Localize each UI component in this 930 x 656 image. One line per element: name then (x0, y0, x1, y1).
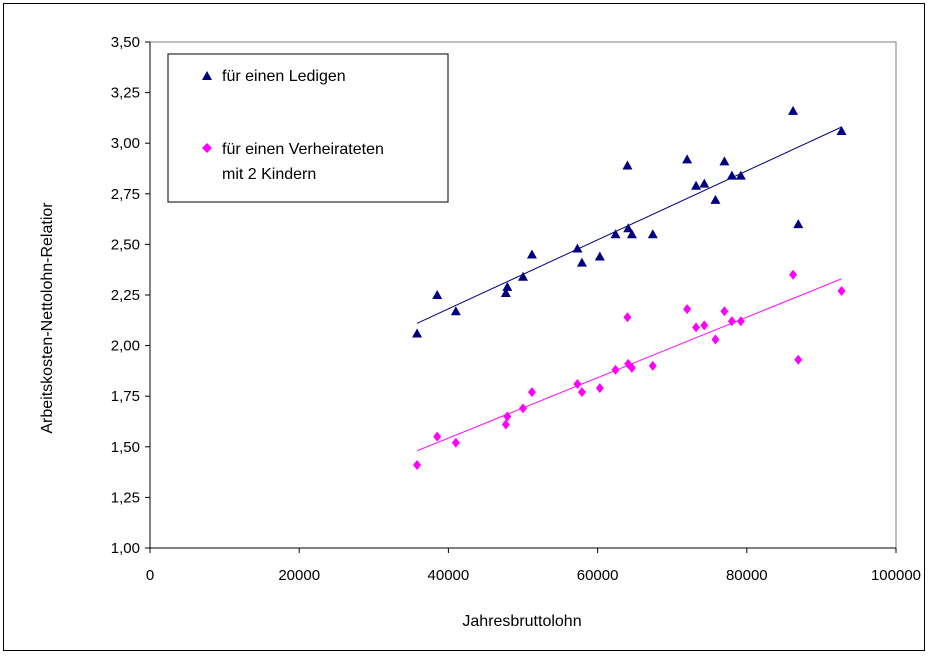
data-point-verheirateten (577, 387, 586, 398)
data-point-ledigen (572, 243, 583, 253)
legend-triangle-marker (202, 71, 212, 80)
data-point-verheirateten (627, 362, 636, 373)
trendline-ledigen (416, 126, 842, 324)
y-tick-label: 2,00 (111, 338, 140, 355)
data-point-verheirateten (451, 437, 460, 448)
data-point-verheirateten (623, 312, 632, 323)
legend: für einen Ledigen für einen Verheiratete… (167, 53, 449, 203)
y-tick-label: 2,25 (111, 287, 140, 304)
data-point-verheirateten (837, 285, 846, 296)
data-point-verheirateten (683, 304, 692, 315)
legend-label-ledigen: für einen Ledigen (222, 68, 346, 85)
x-tick-label: 60000 (577, 567, 619, 584)
data-point-verheirateten (727, 316, 736, 327)
data-point-ledigen (691, 180, 702, 190)
data-point-ledigen (502, 281, 513, 291)
y-tick-label: 3,50 (111, 34, 140, 51)
y-tick-label: 3,00 (111, 135, 140, 152)
data-point-ledigen (518, 271, 528, 281)
data-point-ledigen (710, 194, 721, 204)
data-point-ledigen (682, 154, 693, 164)
data-point-verheirateten (711, 334, 720, 345)
data-point-ledigen (719, 156, 730, 166)
data-point-ledigen (622, 160, 633, 170)
legend-diamond-marker (202, 143, 212, 153)
data-point-ledigen (647, 229, 658, 239)
data-point-ledigen (699, 178, 710, 188)
data-point-ledigen (450, 306, 461, 316)
data-point-verheirateten (413, 460, 422, 471)
data-point-verheirateten (595, 383, 604, 394)
x-tick-label: 20000 (278, 567, 320, 584)
axes: 1,00 1,25 1,50 1,75 2,00 2,25 2,50 2,75 3,00 3,25… (111, 34, 921, 584)
data-point-ledigen (735, 170, 746, 180)
data-point-ledigen (788, 105, 799, 115)
data-point-ledigen (500, 287, 511, 297)
data-point-ledigen (526, 249, 537, 259)
data-point-ledigen (594, 251, 605, 261)
legend-label-verheirateten-line2: mit 2 Kindern (222, 166, 316, 183)
data-point-verheirateten (692, 322, 701, 333)
data-point-ledigen (432, 290, 443, 299)
data-point-verheirateten (794, 354, 803, 365)
data-point-verheirateten (789, 269, 798, 280)
data-point-ledigen (576, 257, 587, 267)
data-point-ledigen (626, 229, 637, 239)
data-point-ledigen (412, 328, 423, 338)
data-point-verheirateten (519, 403, 527, 414)
data-point-ledigen (793, 219, 804, 229)
data-point-verheirateten (700, 320, 709, 331)
data-point-verheirateten (501, 419, 510, 430)
y-tick-label: 2,75 (111, 186, 140, 203)
y-tick-label: 1,00 (111, 540, 140, 557)
data-point-verheirateten (503, 411, 512, 422)
data-point-verheirateten (720, 306, 729, 317)
data-points (412, 105, 847, 471)
y-tick-label: 1,75 (111, 388, 140, 405)
data-point-verheirateten (573, 379, 582, 390)
y-tick-label: 1,50 (111, 439, 140, 456)
data-point-verheirateten (527, 387, 536, 398)
data-point-verheirateten (736, 316, 745, 327)
y-tick-label: 2,50 (111, 236, 140, 253)
y-axis-title: Arbeitskosten-Nettolohn-Relatior (39, 202, 56, 434)
data-point-ledigen (836, 126, 847, 136)
y-tick-label: 1,25 (111, 489, 140, 506)
x-tick-label: 100000 (871, 567, 921, 584)
x-tick-label: 0 (146, 567, 154, 584)
data-point-ledigen (610, 229, 621, 239)
x-tick-label: 40000 (428, 567, 470, 584)
data-point-verheirateten (648, 360, 657, 371)
data-point-ledigen (726, 170, 737, 180)
data-point-verheirateten (611, 364, 620, 375)
x-tick-label: 80000 (726, 567, 768, 584)
data-point-verheirateten (433, 431, 442, 442)
legend-box (167, 53, 449, 203)
legend-label-verheirateten-line1: für einen Verheirateten (222, 141, 384, 158)
y-tick-label: 3,25 (111, 85, 140, 102)
data-point-ledigen (623, 223, 634, 233)
x-axis-title: Jahresbruttolohn (462, 613, 581, 630)
